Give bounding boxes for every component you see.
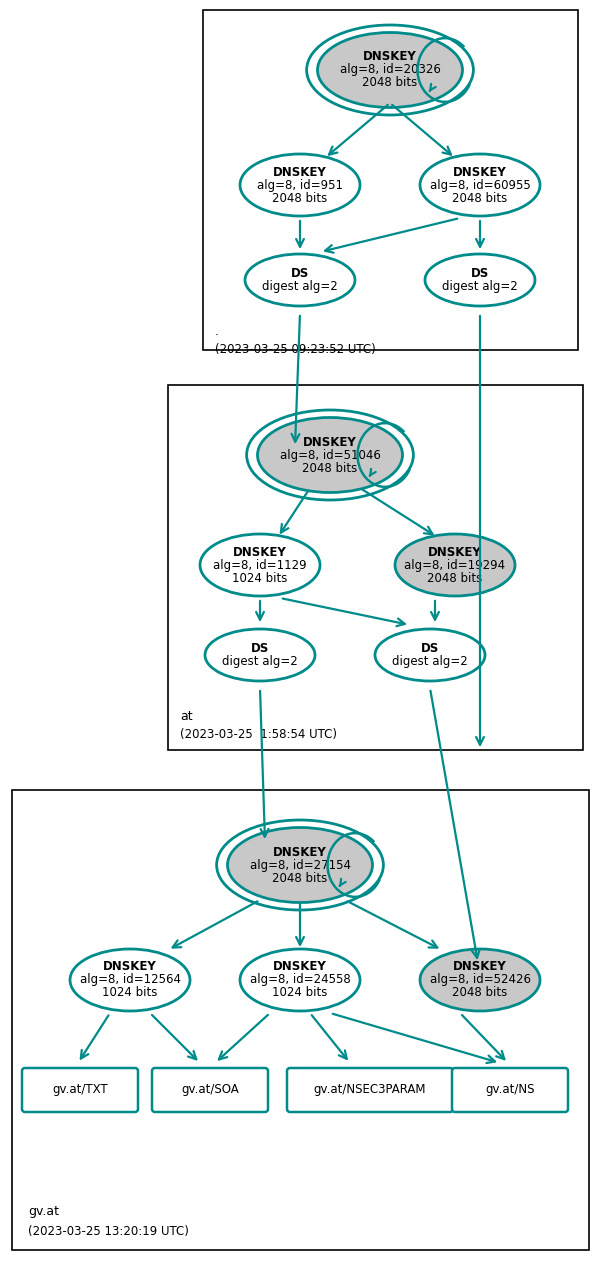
Ellipse shape bbox=[420, 950, 540, 1011]
Text: digest alg=2: digest alg=2 bbox=[222, 656, 298, 668]
FancyBboxPatch shape bbox=[287, 1068, 453, 1112]
Text: DS: DS bbox=[291, 267, 309, 280]
Text: DNSKEY: DNSKEY bbox=[428, 546, 482, 558]
Ellipse shape bbox=[240, 950, 360, 1011]
Text: DNSKEY: DNSKEY bbox=[303, 436, 357, 449]
Text: 1024 bits: 1024 bits bbox=[272, 987, 328, 999]
Text: gv.at/NS: gv.at/NS bbox=[485, 1084, 535, 1097]
Text: DNSKEY: DNSKEY bbox=[363, 51, 417, 64]
FancyBboxPatch shape bbox=[22, 1068, 138, 1112]
Ellipse shape bbox=[425, 254, 535, 305]
Text: 2048 bits: 2048 bits bbox=[362, 77, 418, 89]
Bar bbox=[168, 385, 583, 750]
Text: DS: DS bbox=[251, 642, 269, 656]
Ellipse shape bbox=[317, 32, 463, 107]
Ellipse shape bbox=[70, 950, 190, 1011]
Text: 2048 bits: 2048 bits bbox=[272, 872, 328, 884]
Text: DNSKEY: DNSKEY bbox=[273, 961, 327, 974]
Text: alg=8, id=27154: alg=8, id=27154 bbox=[249, 859, 350, 872]
Text: 2048 bits: 2048 bits bbox=[427, 571, 483, 584]
Text: gv.at/SOA: gv.at/SOA bbox=[181, 1084, 239, 1097]
Text: 2048 bits: 2048 bits bbox=[302, 461, 358, 474]
Text: 1024 bits: 1024 bits bbox=[233, 571, 288, 584]
Ellipse shape bbox=[240, 155, 360, 216]
Ellipse shape bbox=[200, 534, 320, 596]
Text: alg=8, id=24558: alg=8, id=24558 bbox=[249, 974, 350, 987]
FancyBboxPatch shape bbox=[452, 1068, 568, 1112]
Text: 1024 bits: 1024 bits bbox=[102, 987, 157, 999]
Text: gv.at/TXT: gv.at/TXT bbox=[52, 1084, 108, 1097]
Text: DNSKEY: DNSKEY bbox=[453, 961, 507, 974]
Text: DS: DS bbox=[471, 267, 489, 280]
Ellipse shape bbox=[375, 629, 485, 681]
Text: alg=8, id=1129: alg=8, id=1129 bbox=[213, 558, 307, 571]
Text: alg=8, id=51046: alg=8, id=51046 bbox=[279, 449, 380, 461]
Text: alg=8, id=60955: alg=8, id=60955 bbox=[430, 179, 530, 192]
Bar bbox=[203, 10, 578, 350]
Text: DNSKEY: DNSKEY bbox=[273, 165, 327, 179]
Ellipse shape bbox=[205, 629, 315, 681]
Ellipse shape bbox=[395, 534, 515, 596]
Text: digest alg=2: digest alg=2 bbox=[392, 656, 468, 668]
Text: alg=8, id=12564: alg=8, id=12564 bbox=[79, 974, 180, 987]
Ellipse shape bbox=[257, 418, 403, 492]
Text: 2048 bits: 2048 bits bbox=[453, 192, 508, 204]
Text: DNSKEY: DNSKEY bbox=[273, 846, 327, 859]
Text: DS: DS bbox=[421, 642, 439, 656]
Text: DNSKEY: DNSKEY bbox=[233, 546, 287, 558]
Text: at: at bbox=[180, 711, 193, 723]
Text: alg=8, id=19294: alg=8, id=19294 bbox=[404, 558, 505, 571]
Text: DNSKEY: DNSKEY bbox=[453, 165, 507, 179]
Text: (2023-03-25  1:58:54 UTC): (2023-03-25 1:58:54 UTC) bbox=[180, 728, 337, 741]
Text: (2023-03-25 09:23:52 UTC): (2023-03-25 09:23:52 UTC) bbox=[215, 343, 376, 357]
Text: gv.at: gv.at bbox=[28, 1205, 59, 1218]
FancyBboxPatch shape bbox=[152, 1068, 268, 1112]
Text: digest alg=2: digest alg=2 bbox=[262, 280, 338, 293]
Ellipse shape bbox=[420, 155, 540, 216]
Text: digest alg=2: digest alg=2 bbox=[442, 280, 518, 293]
Text: alg=8, id=951: alg=8, id=951 bbox=[257, 179, 343, 192]
Text: 2048 bits: 2048 bits bbox=[453, 987, 508, 999]
Text: .: . bbox=[215, 325, 219, 337]
Text: gv.at/NSEC3PARAM: gv.at/NSEC3PARAM bbox=[314, 1084, 426, 1097]
Text: alg=8, id=20326: alg=8, id=20326 bbox=[340, 64, 441, 77]
Ellipse shape bbox=[228, 827, 373, 902]
Text: DNSKEY: DNSKEY bbox=[103, 961, 157, 974]
Bar bbox=[12, 790, 589, 1250]
Text: 2048 bits: 2048 bits bbox=[272, 192, 328, 204]
Text: (2023-03-25 13:20:19 UTC): (2023-03-25 13:20:19 UTC) bbox=[28, 1226, 189, 1238]
Text: alg=8, id=52426: alg=8, id=52426 bbox=[430, 974, 531, 987]
Ellipse shape bbox=[245, 254, 355, 305]
